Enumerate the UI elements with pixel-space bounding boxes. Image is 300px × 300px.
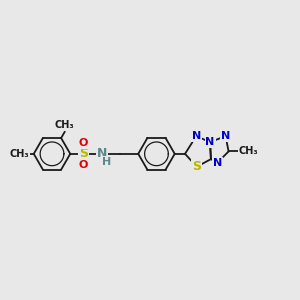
Text: CH₃: CH₃: [238, 146, 258, 157]
Text: O: O: [79, 138, 88, 148]
Text: CH₃: CH₃: [55, 120, 75, 130]
Text: N: N: [192, 131, 201, 141]
Text: O: O: [79, 160, 88, 170]
Text: S: S: [192, 160, 201, 173]
Text: S: S: [79, 147, 88, 160]
Text: N: N: [221, 131, 230, 141]
Text: N: N: [206, 137, 215, 147]
Text: N: N: [213, 158, 222, 168]
Text: H: H: [102, 157, 112, 167]
Text: CH₃: CH₃: [9, 149, 29, 159]
Text: N: N: [97, 147, 107, 160]
